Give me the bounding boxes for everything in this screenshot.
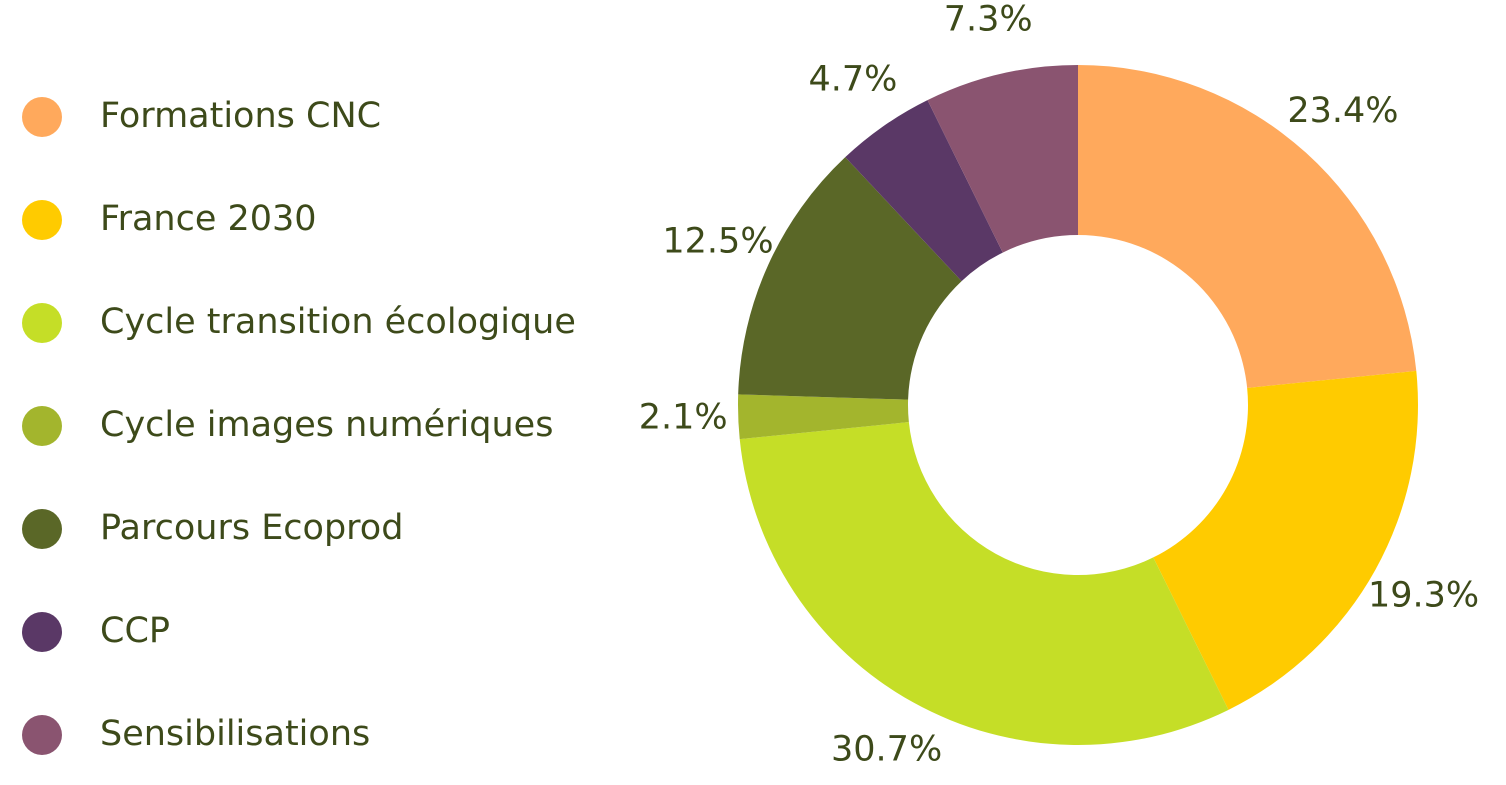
legend-label: Sensibilisations	[100, 714, 370, 754]
donut-slice	[738, 157, 962, 400]
slice-label: 23.4%	[1287, 91, 1398, 131]
donut-slice	[1153, 370, 1418, 710]
legend-label: Parcours Ecoprod	[100, 508, 403, 548]
slice-label: 30.7%	[831, 730, 942, 770]
legend-label: Cycle transition écologique	[100, 302, 576, 342]
legend-label: Cycle images numériques	[100, 405, 553, 445]
slice-label: 19.3%	[1368, 575, 1479, 615]
donut-slice	[738, 394, 909, 440]
donut-slice	[1078, 65, 1417, 388]
legend-dot	[22, 406, 62, 446]
slice-label: 7.3%	[944, 0, 1033, 39]
legend-dot	[22, 715, 62, 755]
slice-label: 12.5%	[662, 221, 773, 261]
donut-slice	[927, 65, 1078, 253]
legend-dot	[22, 509, 62, 549]
legend-dot	[22, 200, 62, 240]
legend-dot	[22, 612, 62, 652]
legend-label: France 2030	[100, 199, 317, 239]
legend-dot	[22, 97, 62, 137]
slice-label: 2.1%	[639, 398, 728, 438]
legend-label: Formations CNC	[100, 96, 381, 136]
slice-label: 4.7%	[808, 59, 897, 99]
legend-dot	[22, 303, 62, 343]
donut-slice	[845, 100, 1003, 282]
legend-label: CCP	[100, 611, 170, 651]
donut-slice	[739, 422, 1229, 746]
